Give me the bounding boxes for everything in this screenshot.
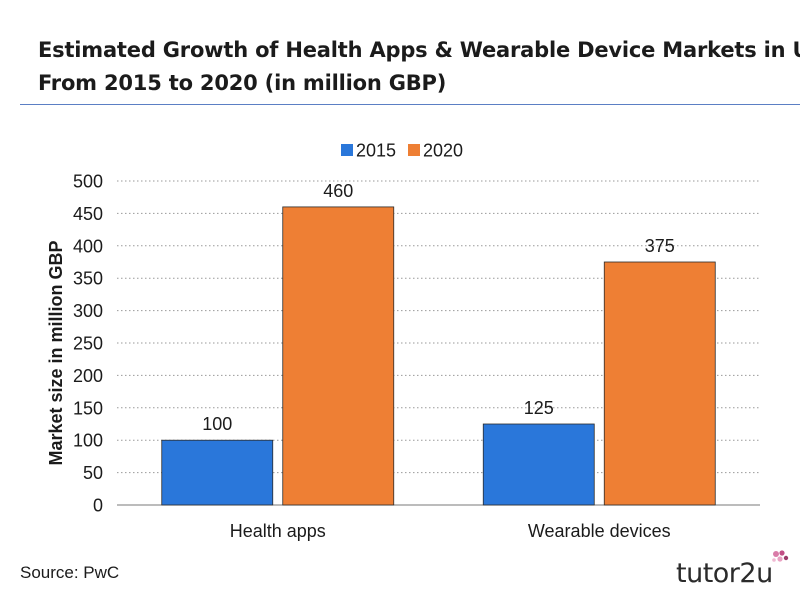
y-tick-label: 100	[73, 431, 103, 451]
title-line-2: From 2015 to 2020 (in million GBP)	[38, 71, 447, 95]
legend-swatch-2015	[341, 144, 353, 156]
legend-swatch-2020	[408, 144, 420, 156]
bar-2020-health-apps	[282, 206, 395, 506]
y-tick-label: 400	[73, 236, 103, 256]
data-label: 125	[524, 398, 554, 418]
brand-flower-icon	[772, 550, 789, 562]
y-tick-label: 500	[73, 172, 103, 192]
y-tick-label: 300	[73, 301, 103, 321]
brand-logo-text: tutor2u	[676, 558, 773, 589]
legend-label-2015: 2015	[356, 141, 396, 161]
legend-label-2020: 2020	[423, 141, 463, 161]
y-tick-label: 450	[73, 204, 103, 224]
y-tick-label: 250	[73, 334, 103, 354]
source-note: Source: PwC	[20, 563, 120, 582]
data-label: 375	[645, 236, 675, 256]
data-label: 460	[323, 181, 353, 201]
bar-2015-health-apps	[161, 439, 274, 506]
page-title: Estimated Growth of Health Apps & Wearab…	[38, 34, 800, 100]
x-tick-label: Wearable devices	[528, 521, 671, 541]
y-axis-title: Market size in million GBP	[46, 240, 66, 465]
y-tick-label: 350	[73, 269, 103, 289]
y-tick-label: 50	[83, 463, 103, 483]
y-tick-label: 150	[73, 398, 103, 418]
y-tick-label: 200	[73, 366, 103, 386]
data-label: 100	[202, 414, 232, 434]
title-divider	[20, 104, 800, 105]
x-tick-label: Health apps	[230, 521, 326, 541]
y-tick-label: 0	[93, 496, 103, 516]
bar-2020-wearable-devices	[603, 261, 716, 506]
title-line-1: Estimated Growth of Health Apps & Wearab…	[38, 38, 800, 62]
bar-2015-wearable-devices	[482, 423, 595, 506]
